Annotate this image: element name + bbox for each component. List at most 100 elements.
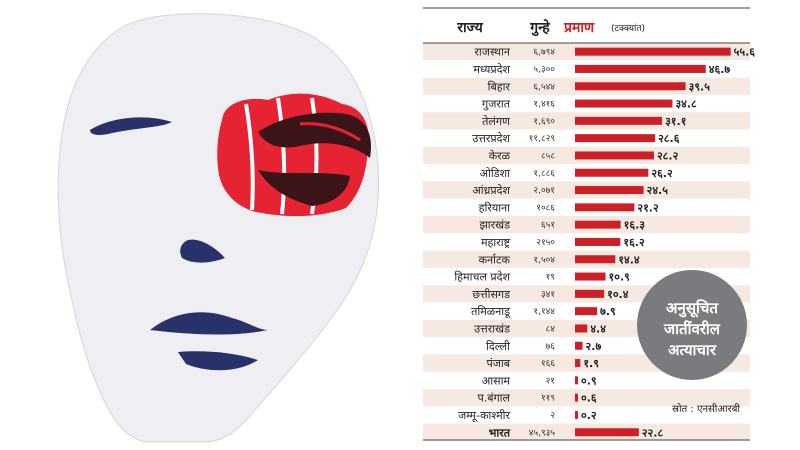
bar-value-label: १०.४ (607, 288, 629, 301)
bar-value-label: ३४.८ (675, 98, 697, 111)
row-state: ओडिशा (480, 167, 510, 180)
row-cases: १,६९० (533, 117, 555, 127)
svg-text:अनुसूचित: अनुसूचित (666, 299, 719, 318)
left-eye (90, 117, 172, 135)
bar-value-label: २६.२ (651, 167, 673, 180)
bar-value-label: २८.६ (658, 132, 680, 145)
badge-line-2: जातींवरील (663, 320, 721, 338)
row-cases: १,८८६ (533, 169, 555, 179)
table-row: उत्तरप्रदेश ११,८२९ २८.६ (472, 132, 679, 145)
row-cases: २ (550, 411, 555, 421)
row-stripe (423, 389, 750, 407)
bar-value-label: ३९.५ (689, 80, 711, 93)
row-cases: ११९ (541, 394, 555, 404)
bar (575, 324, 588, 333)
bar (575, 82, 686, 91)
bar (575, 359, 581, 368)
bar (575, 341, 583, 350)
table-row: झारखंड ६५१ १६.३ (479, 219, 645, 232)
row-cases: ८४ (546, 324, 556, 334)
header-cases: गुन्हे (529, 19, 550, 37)
row-state: आंध्रप्रदेश (472, 184, 510, 197)
fist-icon (217, 93, 371, 217)
row-state: हरियाना (479, 201, 511, 214)
row-state: पंजाब (486, 357, 510, 370)
bar (575, 116, 663, 125)
table-row: केरळ ८५८ २८.२ (489, 149, 679, 162)
table-row: आसाम २१ ०.९ (482, 374, 597, 387)
header-rate-unit: (टक्क्यांत) (611, 23, 645, 34)
bar (575, 289, 605, 298)
bar-value-label: १४.४ (618, 253, 640, 266)
bar-value-label: ७.९ (600, 305, 616, 318)
face-silhouette (57, 13, 380, 443)
row-state: हिमाचल प्रदेश (454, 271, 510, 284)
row-cases: ११,८२९ (529, 134, 555, 144)
bar (575, 410, 578, 419)
bar (575, 255, 616, 264)
row-cases: २,०७१ (533, 186, 555, 196)
atrocities-bar-chart: राज्य गुन्हे प्रमाण (टक्क्यांत) राजस्थान… (423, 7, 755, 441)
row-cases: ८५८ (541, 151, 555, 161)
bar (575, 307, 598, 316)
svg-text:अत्याचार: अत्याचार (668, 341, 717, 359)
chart-rows: राजस्थान ६,७९४ ५५.६ मध्यप्रदेश ५,३०० ४६.७ बिहा… (454, 46, 755, 440)
bar-value-label: २८.२ (657, 149, 679, 162)
row-cases: ६,७९४ (533, 48, 555, 58)
table-row: हिमाचल प्रदेश १९ १०.९ (454, 271, 630, 284)
table-row: ओडिशा १,८८६ २६.२ (480, 167, 673, 180)
source-note: स्रोत : एनसीआरबी (672, 403, 740, 415)
bar-value-label: ४६.७ (709, 63, 731, 76)
row-state: आसाम (482, 374, 511, 387)
table-row: आंध्रप्रदेश २,०७१ २४.५ (472, 184, 668, 197)
bar (575, 99, 673, 108)
table-row: बिहार ६,५४४ ३९.५ (488, 80, 711, 93)
table-row: तेलंगण १,६९० ३१.१ (482, 115, 686, 128)
bar-value-label: २१.२ (637, 201, 659, 214)
bar-value-label: १.९ (583, 357, 599, 370)
row-cases: १,४१६ (533, 100, 555, 110)
bar (575, 151, 654, 160)
bar (575, 203, 635, 212)
row-cases: ७६ (546, 342, 556, 352)
upper-lip (150, 312, 268, 335)
row-state: दिल्ली (486, 340, 510, 353)
table-row: हरियाना १०८६ २१.२ (479, 201, 659, 214)
bar-value-label: ३१.१ (665, 115, 686, 128)
face-illustration (57, 13, 380, 443)
row-state: भारत (489, 426, 511, 439)
row-cases: ४५,९३५ (529, 428, 556, 438)
bar-value-label: २४.५ (647, 184, 669, 197)
row-cases: ३४१ (541, 290, 555, 300)
row-state: केरळ (489, 149, 511, 162)
badge-line-1: अनुसूचित (666, 299, 719, 318)
row-cases: १९ (546, 273, 555, 283)
row-state: तमिळनाडू (471, 305, 511, 319)
badge-circle (637, 270, 747, 380)
bar-value-label: ५५.६ (734, 46, 756, 59)
bar (575, 428, 639, 437)
table-row: प.बंगाल ११९ ०.६ (477, 392, 596, 405)
row-state: उत्तराखंड (474, 322, 510, 335)
row-state: तेलंगण (482, 115, 511, 128)
row-cases: ६५१ (541, 221, 555, 231)
table-row: उत्तराखंड ८४ ४.४ (474, 322, 606, 335)
bar-value-label: १०.९ (609, 271, 631, 284)
row-state: झारखंड (479, 219, 510, 232)
bar (575, 272, 606, 281)
table-row: दिल्ली ७६ २.७ (486, 340, 601, 353)
bar-value-label: ०.२ (581, 409, 597, 422)
bar-value-label: २२.८ (642, 426, 664, 439)
badge-line-3: अत्याचार (668, 341, 717, 359)
bar-value-label: ४.४ (590, 322, 606, 335)
table-row: तमिळनाडू १,१४४ ७.९ (471, 305, 616, 319)
row-cases: ६,५४४ (533, 82, 555, 92)
row-state: छत्तीसगड (472, 288, 510, 301)
header-state: राज्य (456, 20, 483, 36)
bar (575, 220, 621, 229)
row-cases: १६६ (541, 359, 555, 369)
bar-value-label: १६.२ (623, 236, 645, 249)
header-rate: प्रमाण (563, 20, 595, 36)
bar-value-label: १६.३ (624, 219, 646, 232)
bar (575, 168, 649, 177)
